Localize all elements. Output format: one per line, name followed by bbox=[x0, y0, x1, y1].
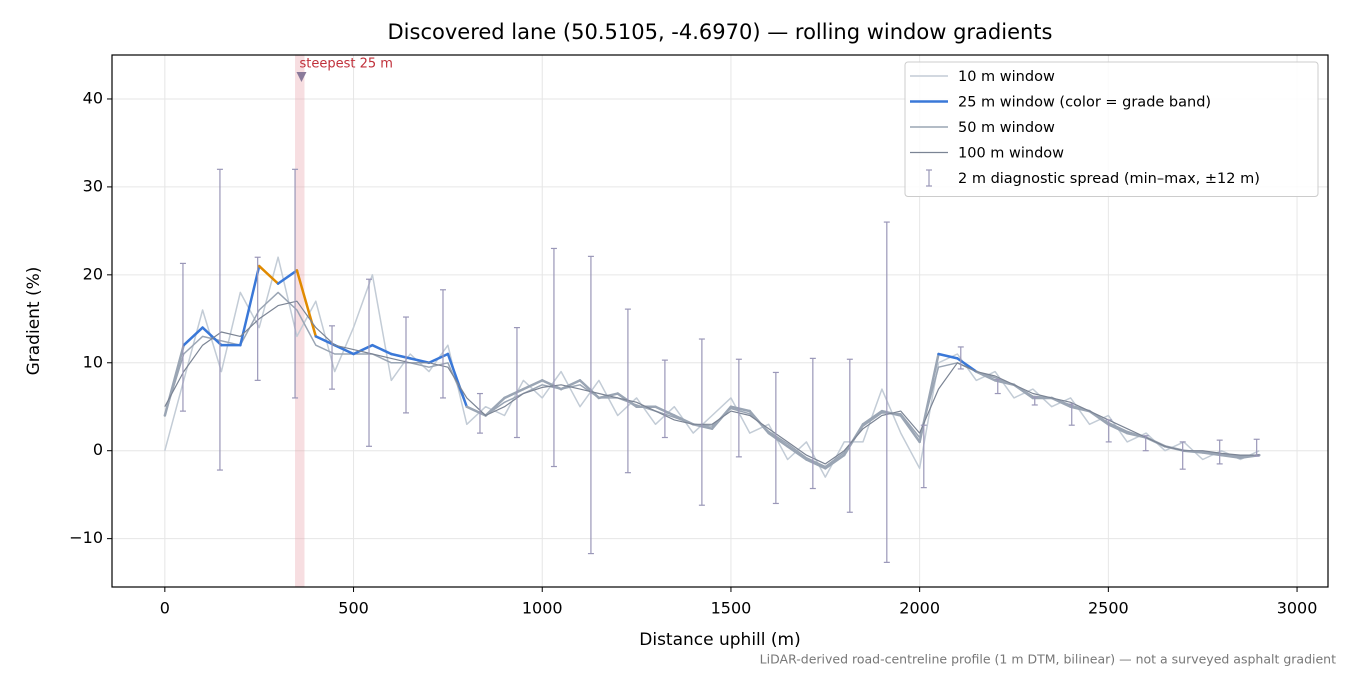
series-segment bbox=[465, 405, 487, 417]
legend-label: 25 m window (color = grade band) bbox=[958, 95, 1211, 111]
series-segment bbox=[861, 409, 884, 426]
series-segment bbox=[824, 453, 846, 470]
series-segment bbox=[1125, 431, 1148, 439]
chart-title: Discovered lane (50.5105, -4.6970) — rol… bbox=[388, 20, 1053, 44]
series-segment bbox=[975, 370, 997, 382]
series-segment bbox=[276, 269, 299, 285]
series-segment bbox=[1069, 405, 1091, 413]
legend-label: 10 m window bbox=[958, 69, 1055, 85]
series-segment bbox=[767, 431, 789, 448]
series-segment bbox=[1107, 423, 1129, 435]
series-segment bbox=[691, 423, 714, 430]
x-tick-label: 1500 bbox=[711, 599, 752, 618]
series-segment bbox=[1012, 383, 1035, 400]
legend-label: 100 m window bbox=[958, 146, 1064, 162]
series-segment bbox=[540, 379, 563, 391]
series-segment bbox=[1088, 409, 1110, 426]
y-tick-label: 20 bbox=[83, 264, 103, 283]
series-segment bbox=[257, 264, 280, 285]
series-segment bbox=[899, 414, 921, 444]
series-segment bbox=[1220, 453, 1242, 459]
series-segment bbox=[408, 357, 431, 365]
peak-marker bbox=[296, 71, 307, 82]
x-tick-label: 0 bbox=[160, 599, 170, 618]
series-segment bbox=[427, 352, 450, 365]
series-segment bbox=[390, 352, 412, 360]
y-axis-label: Gradient (%) bbox=[24, 267, 44, 376]
series-segment bbox=[559, 379, 582, 391]
series-segment bbox=[578, 379, 601, 400]
series-segment bbox=[201, 326, 223, 347]
series-segment bbox=[371, 343, 393, 356]
legend-box bbox=[904, 61, 1319, 197]
x-tick-label: 2500 bbox=[1088, 599, 1129, 618]
series-segment bbox=[446, 352, 469, 408]
series-segment bbox=[918, 352, 940, 444]
legend-label: 50 m window bbox=[958, 120, 1055, 136]
series-segment bbox=[786, 445, 808, 461]
series-line bbox=[164, 300, 1260, 465]
series-segment bbox=[937, 352, 959, 360]
footnote: LiDAR-derived road-centreline profile (1… bbox=[760, 652, 1336, 667]
series-segment bbox=[503, 387, 525, 400]
series-segment bbox=[484, 396, 506, 417]
y-tick-label: 0 bbox=[93, 440, 103, 459]
series-segment bbox=[673, 414, 695, 426]
x-tick-label: 3000 bbox=[1277, 599, 1318, 618]
x-axis-label: Distance uphill (m) bbox=[639, 630, 800, 650]
series-segment bbox=[805, 458, 827, 470]
annotation: steepest 25 m bbox=[299, 56, 392, 71]
series-segment bbox=[182, 326, 204, 347]
y-tick-label: 40 bbox=[83, 88, 103, 107]
y-tick-label: −10 bbox=[69, 528, 103, 547]
plot-area bbox=[163, 168, 1261, 563]
series-segment bbox=[522, 379, 544, 391]
plot-frame bbox=[111, 54, 1329, 588]
x-tick-label: 1000 bbox=[522, 599, 563, 618]
series-segment bbox=[239, 264, 261, 347]
series-segment bbox=[295, 269, 318, 338]
series-segment bbox=[1201, 451, 1223, 457]
series-segment bbox=[163, 343, 185, 417]
legend-label: 2 m diagnostic spread (min–max, ±12 m) bbox=[958, 171, 1260, 187]
x-tick-label: 500 bbox=[338, 599, 369, 618]
y-tick-label: 30 bbox=[83, 176, 103, 195]
series-segment bbox=[729, 405, 752, 413]
series-segment bbox=[1050, 396, 1072, 408]
x-tick-label: 2000 bbox=[899, 599, 940, 618]
series-segment bbox=[333, 343, 355, 356]
highlight-band bbox=[295, 55, 305, 587]
legend: 10 m window 25 m window (color = grade ba… bbox=[904, 61, 1319, 197]
y-tick-label: 10 bbox=[83, 352, 103, 371]
